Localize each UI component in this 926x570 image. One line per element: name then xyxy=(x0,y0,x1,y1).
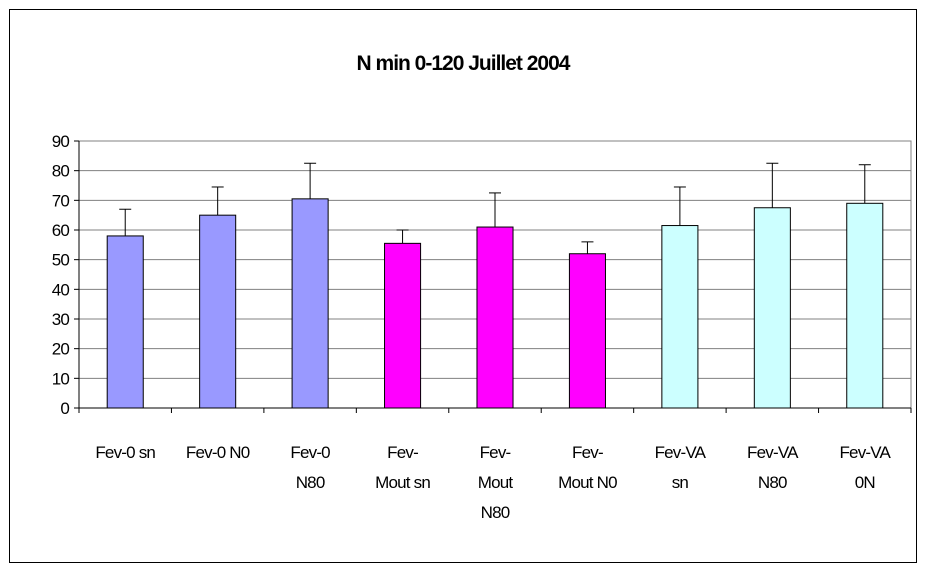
x-tick-label-line: Fev-0 sn xyxy=(95,443,155,462)
bar xyxy=(199,214,237,409)
x-tick-label-line: N80 xyxy=(481,503,510,522)
x-tick-label: Fev-VA N80 xyxy=(747,443,799,492)
y-tick-label: 30 xyxy=(52,310,70,329)
bar xyxy=(753,207,791,409)
bar xyxy=(846,202,884,409)
x-tick-label-line: 0N xyxy=(855,473,875,492)
x-tick-label: Fev-0 N80 xyxy=(290,443,330,492)
x-tick-label-line: Fev- xyxy=(480,443,511,462)
x-tick-label-line: Fev-VA xyxy=(655,443,707,462)
y-tick-label: 50 xyxy=(52,251,70,270)
x-tick-label-line: Fev-VA xyxy=(839,443,891,462)
x-tick-label-line: Fev- xyxy=(387,443,418,462)
x-tick-label-line: N80 xyxy=(758,473,787,492)
x-tick-label-line: Fev-0 N0 xyxy=(186,443,250,462)
bar xyxy=(384,242,422,409)
bar xyxy=(568,253,606,409)
bar xyxy=(291,198,329,409)
x-tick-label: Fev- Mout N80 xyxy=(478,443,514,522)
bar xyxy=(476,226,514,409)
x-tick-label-line: N80 xyxy=(296,473,325,492)
x-tick-label-line: Mout xyxy=(478,473,514,492)
y-tick-label: 40 xyxy=(52,280,70,299)
x-tick-label: Fev-VA 0N xyxy=(839,443,891,492)
x-tick-label-line: Mout N0 xyxy=(558,473,617,492)
y-tick-label: 0 xyxy=(60,399,69,418)
y-tick-label: 60 xyxy=(52,221,70,240)
chart-title: N min 0-120 Juillet 2004 xyxy=(357,52,571,75)
x-tick-label: Fev-VA sn xyxy=(655,443,707,492)
x-tick-label: Fev- Mout N0 xyxy=(558,443,617,492)
y-tick-label: 90 xyxy=(52,132,70,151)
x-tick-label-line: Fev-VA xyxy=(747,443,799,462)
bar xyxy=(661,225,699,409)
x-tick-label: Fev-0 sn xyxy=(95,443,155,462)
y-tick-label: 80 xyxy=(52,162,70,181)
y-tick-label: 70 xyxy=(52,191,70,210)
x-tick-label-line: Mout sn xyxy=(375,473,430,492)
x-tick-label-line: Fev- xyxy=(572,443,603,462)
x-tick-label-line: Fev-0 xyxy=(290,443,330,462)
x-tick-label: Fev- Mout sn xyxy=(375,443,430,492)
x-tick-label: Fev-0 N0 xyxy=(186,443,250,462)
bar xyxy=(106,235,144,409)
y-tick-label: 20 xyxy=(52,340,70,359)
y-tick-label: 10 xyxy=(52,369,70,388)
x-tick-label-line: sn xyxy=(672,473,689,492)
